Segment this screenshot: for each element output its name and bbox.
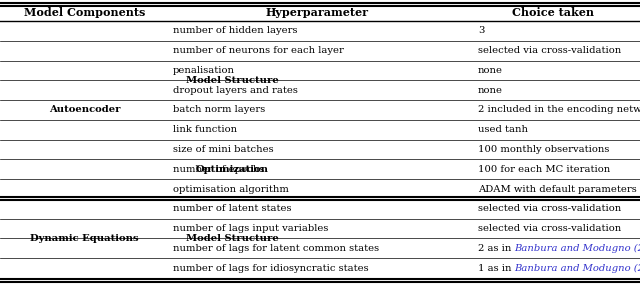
Text: none: none (478, 66, 503, 75)
Text: size of mini batches: size of mini batches (173, 145, 274, 154)
Text: Model Components: Model Components (24, 6, 145, 18)
Text: optimisation algorithm: optimisation algorithm (173, 185, 289, 194)
Text: Optimization: Optimization (196, 165, 269, 174)
Text: link function: link function (173, 125, 237, 134)
Text: none: none (478, 86, 503, 95)
Text: selected via cross-validation: selected via cross-validation (478, 46, 621, 55)
Text: Hyperparameter: Hyperparameter (266, 6, 369, 18)
Text: batch norm layers: batch norm layers (173, 105, 265, 115)
Text: Model Structure: Model Structure (186, 76, 279, 85)
Text: number of hidden layers: number of hidden layers (173, 26, 298, 35)
Text: Dynamic Equations: Dynamic Equations (30, 234, 139, 243)
Text: number of lags for latent common states: number of lags for latent common states (173, 244, 379, 253)
Text: selected via cross-validation: selected via cross-validation (478, 204, 621, 213)
Text: number of epochs: number of epochs (173, 165, 264, 174)
Text: Autoencoder: Autoencoder (49, 105, 120, 115)
Text: selected via cross-validation: selected via cross-validation (478, 224, 621, 233)
Text: ADAM with default parameters: ADAM with default parameters (478, 185, 637, 194)
Text: 3: 3 (478, 26, 484, 35)
Text: penalisation: penalisation (173, 66, 235, 75)
Text: number of neurons for each layer: number of neurons for each layer (173, 46, 344, 55)
Text: Banbura and Modugno (2014): Banbura and Modugno (2014) (515, 264, 640, 273)
Text: 2 included in the encoding network: 2 included in the encoding network (478, 105, 640, 115)
Text: number of lags for idiosyncratic states: number of lags for idiosyncratic states (173, 264, 369, 273)
Text: dropout layers and rates: dropout layers and rates (173, 86, 298, 95)
Text: Model Structure: Model Structure (186, 234, 279, 243)
Text: number of lags input variables: number of lags input variables (173, 224, 328, 233)
Text: 100 monthly observations: 100 monthly observations (478, 145, 609, 154)
Text: Choice taken: Choice taken (512, 6, 594, 18)
Text: number of latent states: number of latent states (173, 204, 291, 213)
Text: Banbura and Modugno (2014): Banbura and Modugno (2014) (515, 244, 640, 253)
Text: used tanh: used tanh (478, 125, 528, 134)
Text: 1 as in: 1 as in (478, 264, 515, 273)
Text: 2 as in: 2 as in (478, 244, 515, 253)
Text: 100 for each MC iteration: 100 for each MC iteration (478, 165, 611, 174)
